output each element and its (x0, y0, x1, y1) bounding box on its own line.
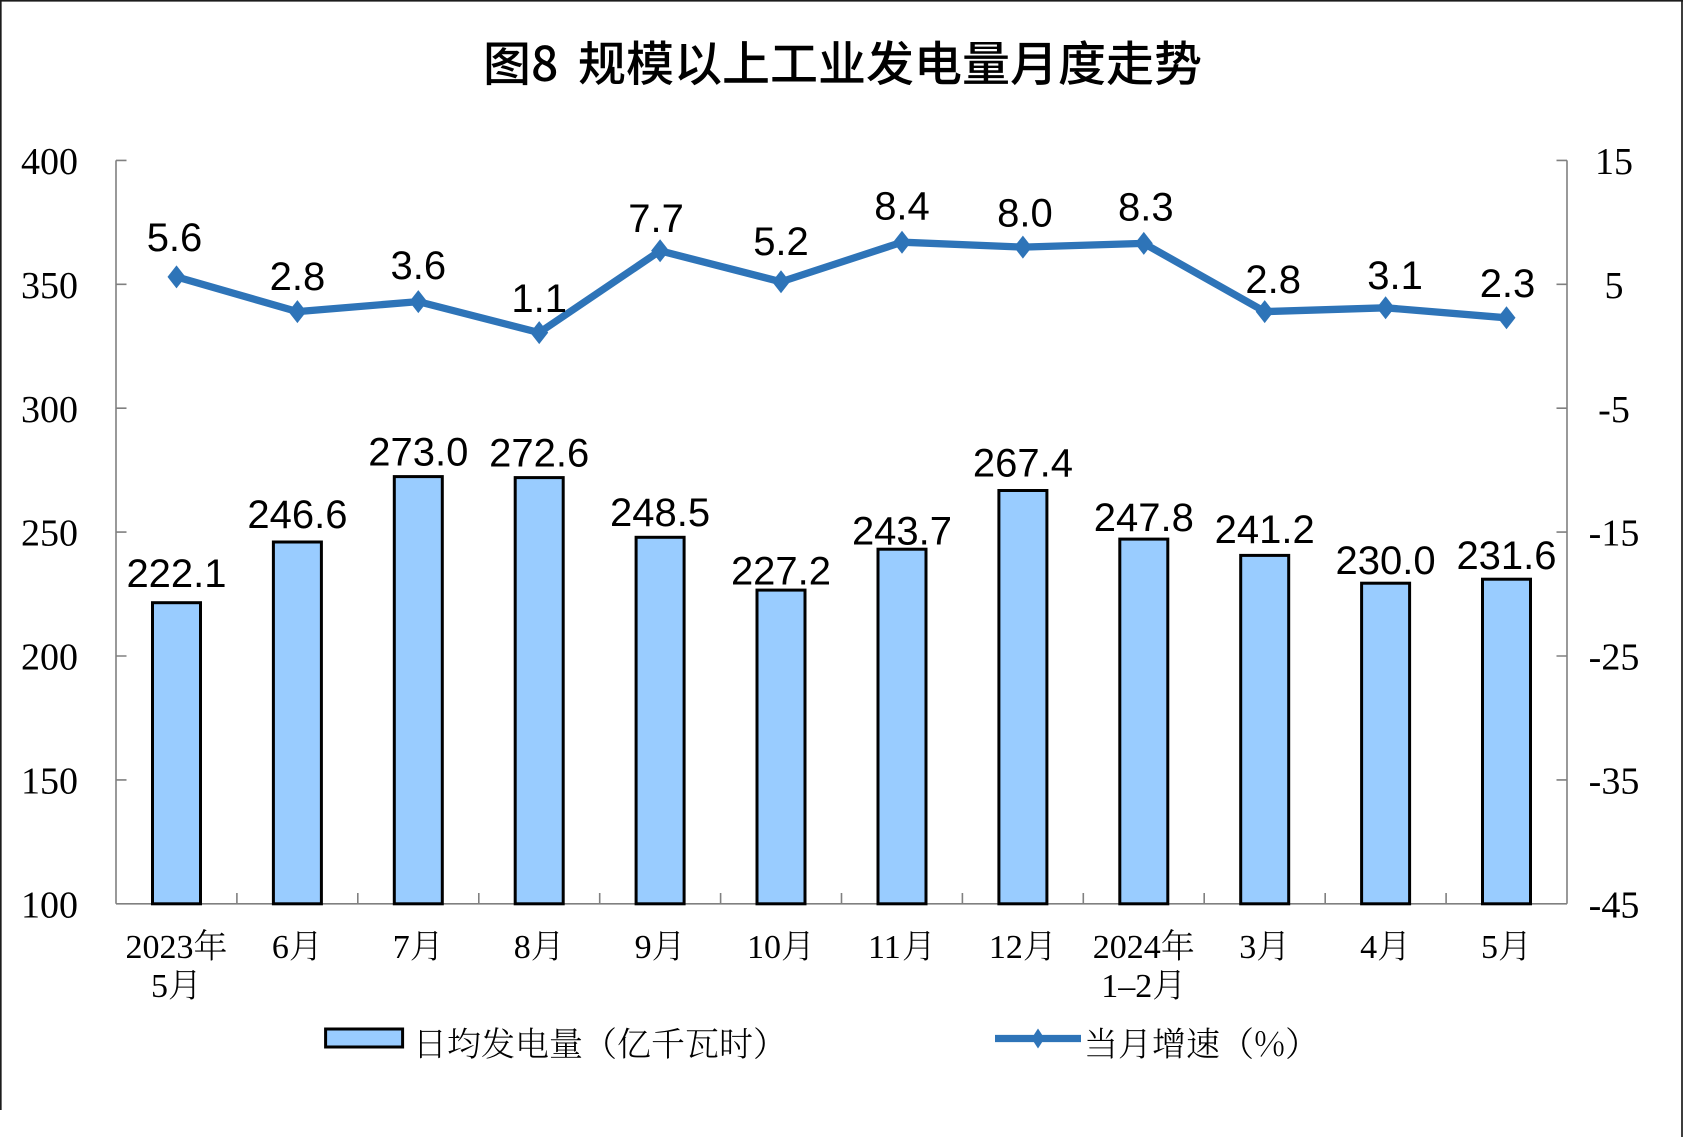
svg-text:15: 15 (1595, 141, 1633, 183)
svg-text:222.1: 222.1 (126, 552, 226, 596)
svg-text:246.6: 246.6 (247, 493, 347, 537)
svg-text:243.7: 243.7 (852, 509, 952, 553)
svg-text:1.1: 1.1 (511, 277, 567, 321)
svg-text:150: 150 (21, 761, 78, 803)
svg-text:11: 11 (868, 929, 901, 966)
svg-text:5: 5 (1605, 265, 1624, 307)
svg-text:267.4: 267.4 (973, 442, 1073, 486)
svg-text:247.8: 247.8 (1094, 496, 1194, 540)
svg-text:6: 6 (272, 929, 289, 966)
svg-text:8.3: 8.3 (1118, 186, 1174, 230)
svg-text:230.0: 230.0 (1336, 539, 1436, 583)
svg-text:5: 5 (1481, 929, 1498, 966)
svg-text:9: 9 (635, 929, 652, 966)
svg-text:5: 5 (151, 968, 168, 1005)
svg-text:400: 400 (21, 141, 78, 183)
svg-text:8: 8 (514, 929, 531, 966)
svg-text:273.0: 273.0 (368, 431, 468, 475)
svg-text:227.2: 227.2 (731, 549, 831, 593)
svg-text:2023: 2023 (125, 929, 193, 966)
svg-text:10: 10 (747, 929, 781, 966)
svg-text:5.2: 5.2 (753, 220, 809, 264)
svg-text:200: 200 (21, 637, 78, 679)
svg-text:-15: -15 (1589, 513, 1640, 555)
svg-text:231.6: 231.6 (1456, 534, 1556, 578)
svg-text:5.6: 5.6 (147, 216, 203, 260)
svg-text:-5: -5 (1598, 389, 1630, 431)
svg-text:-25: -25 (1589, 637, 1640, 679)
svg-text:8.4: 8.4 (874, 185, 930, 229)
svg-text:-45: -45 (1589, 884, 1640, 926)
svg-text:4: 4 (1360, 929, 1377, 966)
svg-text:2.8: 2.8 (270, 255, 326, 299)
svg-text:2.8: 2.8 (1245, 258, 1301, 302)
svg-text:3.1: 3.1 (1367, 254, 1423, 298)
svg-text:100: 100 (21, 884, 78, 926)
svg-text:2024: 2024 (1093, 929, 1161, 966)
svg-text:1–2: 1–2 (1101, 968, 1152, 1005)
svg-text:241.2: 241.2 (1215, 508, 1315, 552)
svg-text:2.3: 2.3 (1480, 262, 1536, 306)
svg-text:7.7: 7.7 (628, 197, 684, 241)
svg-text:7: 7 (393, 929, 410, 966)
svg-text:272.6: 272.6 (489, 431, 589, 475)
svg-text:3: 3 (1239, 929, 1256, 966)
svg-text:12: 12 (989, 929, 1023, 966)
svg-text:250: 250 (21, 513, 78, 555)
svg-text:300: 300 (21, 389, 78, 431)
svg-text:8.0: 8.0 (997, 191, 1053, 235)
svg-text:-35: -35 (1589, 761, 1640, 803)
svg-text:350: 350 (21, 265, 78, 307)
svg-text:3.6: 3.6 (390, 244, 446, 288)
svg-text:248.5: 248.5 (610, 491, 710, 535)
